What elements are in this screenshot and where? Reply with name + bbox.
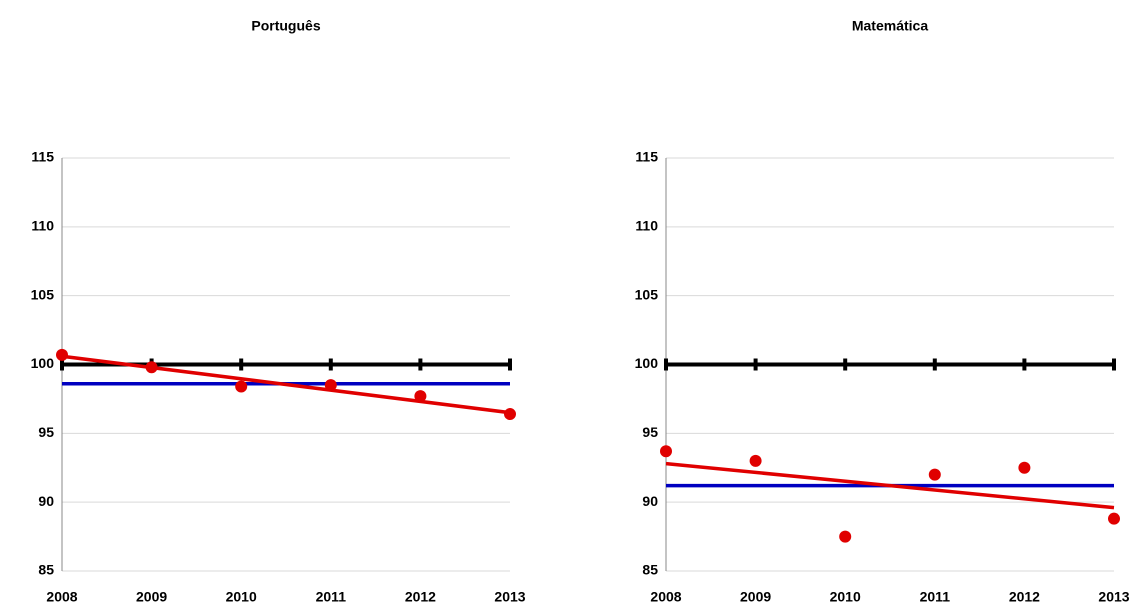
y-tick-label: 105 (635, 286, 659, 302)
y-tick-label: 115 (635, 149, 658, 165)
y-tick-label: 85 (38, 562, 54, 578)
y-tick-label: 115 (31, 149, 54, 165)
y-tick-label: 110 (635, 218, 658, 234)
series-line (61, 354, 511, 415)
x-tick-label: 2012 (405, 589, 436, 605)
chart-title: Português (251, 18, 320, 34)
data-point (414, 390, 427, 403)
series-line (665, 461, 1115, 510)
x-tick-label: 2011 (920, 589, 951, 605)
chart-title: Matemática (852, 18, 928, 34)
y-tick-label: 85 (642, 562, 658, 578)
x-tick-label: 2008 (46, 589, 77, 605)
y-tick-label: 110 (31, 218, 54, 234)
data-point (324, 379, 337, 392)
x-tick-label: 2009 (136, 589, 167, 605)
y-tick-label: 95 (642, 424, 658, 440)
data-point (504, 408, 516, 421)
y-tick-label: 90 (642, 493, 658, 509)
data-point (749, 454, 762, 467)
y-tick-label: 100 (31, 355, 55, 371)
x-tick-label: 2012 (1009, 589, 1040, 605)
data-point (145, 361, 158, 374)
y-tick-label: 100 (635, 355, 659, 371)
y-tick-label: 95 (38, 424, 54, 440)
x-tick-label: 2011 (316, 589, 347, 605)
data-point (235, 380, 248, 393)
x-tick-label: 2013 (494, 589, 525, 605)
data-point (1018, 461, 1031, 474)
data-point (56, 348, 68, 361)
data-point (660, 445, 672, 458)
data-point (1108, 512, 1120, 525)
x-tick-label: 2013 (1098, 589, 1129, 605)
x-tick-label: 2008 (650, 589, 681, 605)
y-tick-label: 105 (31, 286, 55, 302)
data-point (928, 468, 941, 481)
y-tick-label: 90 (38, 493, 54, 509)
x-tick-label: 2010 (830, 589, 861, 605)
x-tick-label: 2010 (226, 589, 257, 605)
data-point (839, 530, 852, 543)
x-tick-label: 2009 (740, 589, 771, 605)
